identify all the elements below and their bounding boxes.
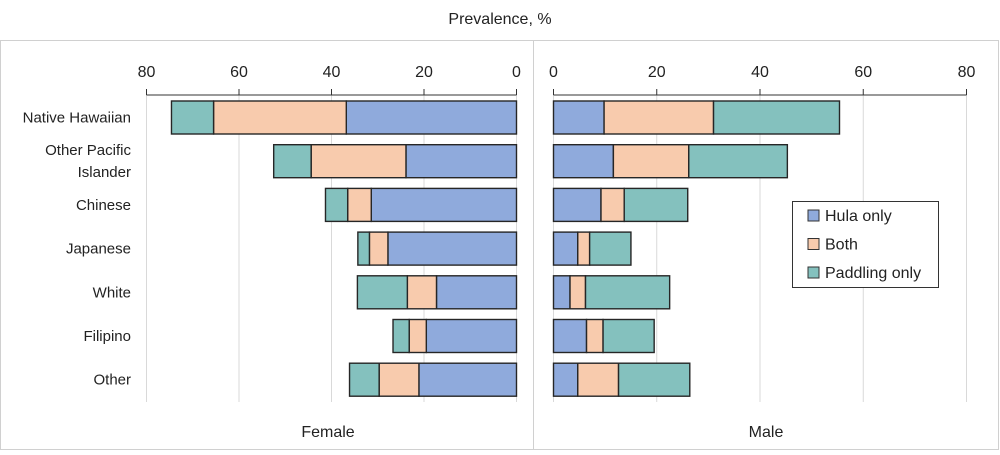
female-bar-paddling-only [324, 187, 349, 223]
female-bar-both [310, 143, 407, 179]
female-bar-paddling-only [170, 100, 215, 135]
male-bar-paddling-only [617, 362, 691, 397]
chart-title: Prevalence, % [448, 11, 551, 28]
male-bar-paddling-only [688, 143, 789, 179]
female-bar-hula-only [345, 100, 518, 135]
female-bar-both [212, 100, 348, 135]
legend-swatch-paddling-only [807, 266, 820, 279]
female-bar-both [368, 231, 389, 266]
category-label: Native Hawaiian [23, 110, 131, 127]
category-label: White [93, 284, 131, 301]
category-label: Japanese [66, 241, 131, 258]
male-bar-hula-only [552, 362, 579, 397]
female-bar-hula-only [425, 318, 518, 354]
category-label: Filipino [83, 328, 131, 345]
female-tick-label: 80 [138, 64, 156, 81]
male-tick-label: 60 [854, 64, 872, 81]
female-tick-label: 40 [323, 64, 341, 81]
male-bar-paddling-only [588, 231, 632, 266]
female-bar-hula-only [370, 187, 518, 223]
legend-label: Both [825, 237, 858, 254]
male-bar-hula-only [552, 100, 605, 135]
female-bar-both [408, 318, 428, 354]
male-bar-hula-only [552, 318, 588, 354]
male-tick-label: 80 [958, 64, 976, 81]
male-bar-both [577, 231, 591, 266]
female-tick-label: 20 [415, 64, 433, 81]
female-bar-both [346, 187, 372, 223]
female-bar-paddling-only [272, 143, 312, 179]
female-bar-paddling-only [356, 275, 409, 310]
female-bar-hula-only [435, 275, 518, 310]
female-bar-hula-only [387, 231, 518, 266]
male-bar-both [569, 275, 587, 310]
category-label: Chinese [76, 197, 131, 214]
male-bar-paddling-only [623, 187, 689, 223]
category-label: Other Pacific Islander [45, 142, 131, 181]
male-bar-both [585, 318, 604, 354]
male-tick-label: 40 [751, 64, 769, 81]
legend: Hula only Both Paddling only [792, 201, 939, 288]
legend-label: Paddling only [825, 265, 921, 282]
male-bar-paddling-only [712, 100, 841, 135]
male-bar-both [612, 143, 690, 179]
female-tick-label: 60 [230, 64, 248, 81]
male-bar-hula-only [552, 275, 571, 310]
female-bar-paddling-only [357, 231, 371, 266]
male-panel-label: Male [749, 424, 784, 441]
female-bar-hula-only [418, 362, 518, 397]
female-bar-both [406, 275, 438, 310]
male-bar-both [600, 187, 625, 223]
male-tick-label: 0 [549, 64, 558, 81]
female-bar-both [378, 362, 420, 397]
male-bar-hula-only [552, 143, 615, 179]
female-panel-label: Female [301, 424, 354, 441]
male-bar-paddling-only [584, 275, 671, 310]
female-tick-label: 0 [512, 64, 521, 81]
category-label: Other [93, 372, 131, 389]
female-bar-hula-only [405, 143, 518, 179]
male-bar-both [603, 100, 715, 135]
male-bar-paddling-only [602, 318, 655, 354]
male-bar-hula-only [552, 231, 579, 266]
legend-swatch-both [807, 238, 820, 250]
male-bar-both [577, 362, 620, 397]
male-bar-hula-only [552, 187, 602, 223]
legend-label: Hula only [825, 208, 892, 225]
female-bar-paddling-only [392, 318, 410, 354]
legend-swatch-hula-only [807, 209, 820, 222]
male-tick-label: 20 [648, 64, 666, 81]
female-bar-paddling-only [348, 362, 380, 397]
